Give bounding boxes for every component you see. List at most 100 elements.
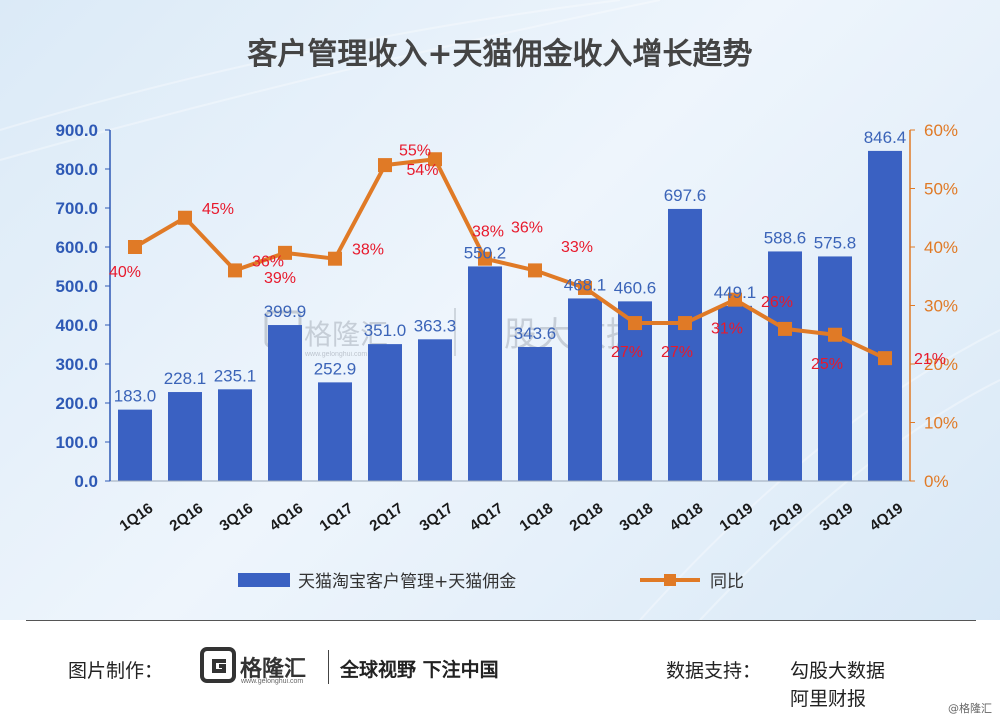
watermark-url: www.gelonghui.com — [304, 351, 367, 358]
x-tick-label: 4Q19 — [867, 500, 907, 535]
x-tick-label: 4Q17 — [467, 500, 507, 535]
y-left-tick-label: 900.0 — [55, 121, 98, 140]
line-path — [133, 157, 886, 360]
y-right-tick-label: 40% — [924, 238, 958, 257]
y-left-tick-label: 800.0 — [55, 160, 98, 179]
bar — [268, 325, 302, 481]
line-marker — [728, 292, 742, 307]
bar-value-label: 846.4 — [864, 128, 907, 147]
bar — [118, 409, 152, 481]
bar — [818, 256, 852, 481]
line-marker — [278, 245, 292, 260]
y-left-tick-label: 200.0 — [55, 394, 98, 413]
bar-value-label: 449.1 — [714, 283, 757, 302]
line-marker — [778, 321, 792, 336]
pct-label: 21% — [914, 351, 946, 368]
x-tick-label: 3Q18 — [617, 500, 657, 535]
bar — [368, 344, 402, 481]
bar-value-label: 575.8 — [814, 233, 857, 252]
legend: 天猫淘宝客户管理+天猫佣金 同比 — [238, 572, 744, 592]
x-tick-label: 4Q16 — [267, 500, 307, 535]
y-left-tick-label: 300.0 — [55, 355, 98, 374]
pct-label: 45% — [202, 201, 234, 218]
x-tick-label: 3Q19 — [817, 500, 857, 535]
line-marker — [428, 152, 442, 167]
bar-value-label: 363.3 — [414, 316, 457, 335]
x-tick-label: 1Q17 — [317, 500, 357, 535]
bar-value-label: 399.9 — [264, 302, 307, 321]
bar-value-label: 252.9 — [314, 359, 357, 378]
bar-value-label: 588.6 — [764, 228, 807, 247]
pct-label: 27% — [611, 344, 643, 361]
line-marker — [578, 280, 592, 295]
line-marker — [378, 158, 392, 173]
x-tick-label: 2Q18 — [567, 500, 607, 535]
y-right-tick-label: 20% — [924, 355, 958, 374]
legend-label-bar: 天猫淘宝客户管理+天猫佣金 — [298, 572, 516, 592]
support-label: 数据支持： — [666, 660, 762, 682]
logo-url: www.gelonghui.com — [241, 678, 304, 685]
bar — [418, 339, 452, 481]
bar — [568, 298, 602, 481]
pct-label: 33% — [561, 239, 593, 256]
bar-value-label: 183.0 — [114, 387, 157, 406]
bar-series — [118, 150, 902, 482]
x-tick-label: 1Q16 — [117, 500, 157, 535]
legend-marker — [664, 574, 676, 586]
bar-value-label: 550.2 — [464, 243, 507, 262]
x-tick-label: 3Q17 — [417, 500, 457, 535]
bar-value-label: 697.6 — [664, 186, 707, 205]
line-marker — [628, 316, 642, 331]
line-marker — [128, 240, 142, 254]
pct-label: 26% — [761, 294, 793, 311]
legend-label-line: 同比 — [710, 572, 744, 592]
pct-label: 36% — [252, 253, 284, 270]
line-marker — [878, 351, 892, 366]
x-tick-label: 3Q16 — [217, 500, 257, 535]
pct-label: 55% — [399, 142, 431, 159]
y-left-tick-label: 0.0 — [74, 472, 98, 491]
bar — [218, 389, 252, 481]
line-marker — [828, 327, 842, 342]
credit-label: 图片制作： — [68, 660, 164, 682]
support-source-2: 阿里财报 — [790, 688, 867, 710]
x-tick-label: 2Q19 — [767, 500, 807, 535]
y-right-tick-label: 50% — [924, 180, 958, 199]
bar — [718, 305, 752, 481]
slogan: 全球视野 下注中国 — [340, 659, 499, 681]
y-right-tick-label: 30% — [924, 297, 958, 316]
pct-label: 40% — [109, 264, 141, 281]
chart-title: 客户管理收入+天猫佣金收入增长趋势 — [247, 37, 752, 72]
data-labels: 183.0 228.1 235.1 399.9 252.9 351.0 363.3 550.2… — [109, 128, 946, 406]
bar — [318, 382, 352, 481]
logo-text: 格隆汇 — [240, 657, 307, 682]
footer-divider — [328, 650, 329, 684]
footer-separator — [26, 620, 976, 621]
chart: 客户管理收入+天猫佣金收入增长趋势 格隆汇 www.gelonghui.com … — [55, 37, 959, 592]
logo-icon — [200, 647, 236, 683]
y-left-tick-label: 500.0 — [55, 277, 98, 296]
y-right-tick-label: 10% — [924, 414, 958, 433]
y-right-tick-label: 60% — [924, 121, 958, 140]
bar — [168, 392, 202, 481]
pct-label: 38% — [472, 224, 504, 241]
bar — [768, 251, 802, 481]
bar-value-label: 235.1 — [214, 366, 257, 385]
x-tick-label: 2Q17 — [367, 500, 407, 535]
y-left-tick-label: 700.0 — [55, 199, 98, 218]
line-marker — [528, 263, 542, 278]
line-series — [128, 152, 892, 366]
bar — [618, 301, 652, 481]
line-marker — [228, 263, 242, 278]
line-marker — [328, 251, 342, 266]
pct-label: 31% — [711, 321, 743, 338]
bar — [468, 266, 502, 481]
x-tick-label: 1Q19 — [717, 500, 757, 535]
bar — [668, 208, 702, 481]
line-marker — [678, 316, 692, 331]
line-marker — [178, 210, 192, 225]
bar-value-label: 460.6 — [614, 278, 657, 297]
x-tick-label: 1Q18 — [517, 500, 557, 535]
bar-value-label: 228.1 — [164, 369, 207, 388]
legend-swatch-bar — [238, 573, 290, 587]
